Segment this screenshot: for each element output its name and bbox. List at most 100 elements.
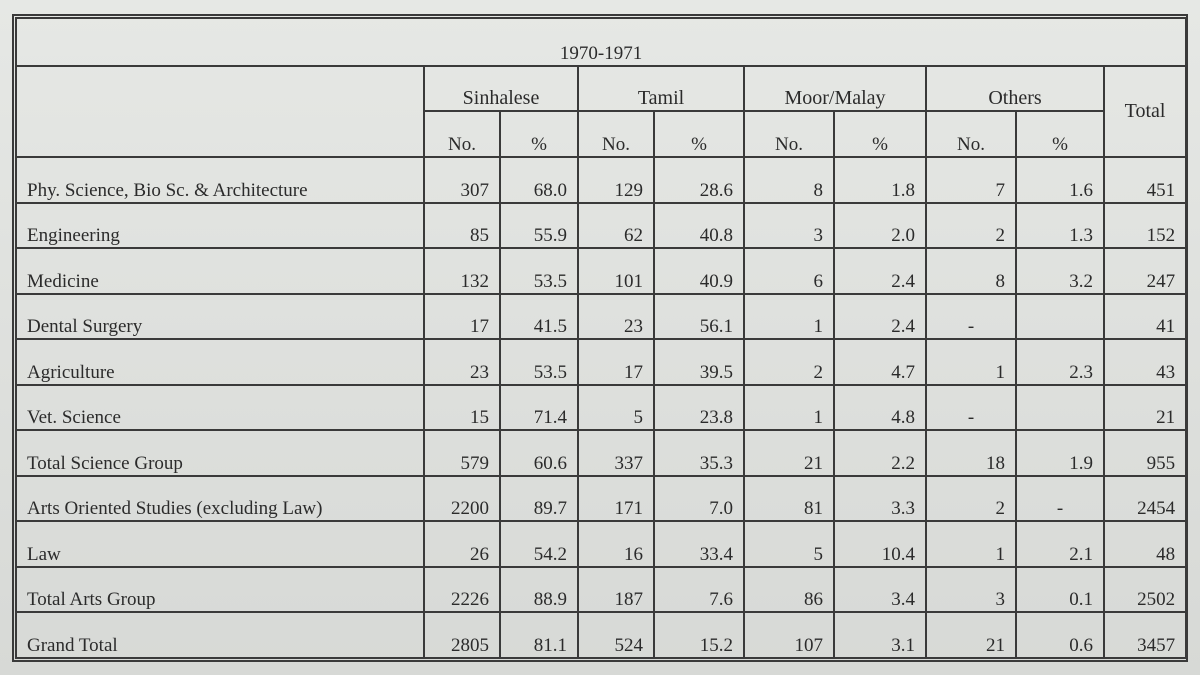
cell-tamil-percent: 35.3 (653, 429, 745, 477)
group-header-others: Others (925, 65, 1105, 112)
cell-tamil-no: 17 (577, 338, 655, 386)
cell-others-percent: 0.6 (1015, 611, 1105, 659)
group-header-moor-malay: Moor/Malay (743, 65, 927, 112)
cell-others-percent: 2.3 (1015, 338, 1105, 386)
cell-total: 955 (1102, 429, 1188, 477)
cell-tamil-percent: 28.6 (653, 156, 745, 204)
row-label: Agriculture (15, 338, 425, 386)
cell-others-no: 1 (925, 520, 1017, 568)
cell-sinhalese-percent: 55.9 (499, 201, 579, 250)
cell-sinhalese-percent: 53.5 (499, 247, 579, 295)
cell-sinhalese-no: 307 (423, 156, 501, 204)
cell-moor-malay-no: 1 (743, 383, 835, 432)
cell-tamil-percent: 40.8 (653, 201, 745, 250)
row-label: Medicine (15, 247, 425, 295)
cell-sinhalese-percent: 68.0 (499, 156, 579, 204)
cell-others-percent: 1.9 (1015, 429, 1105, 477)
table-row: Vet. Science 15 71.4 5 23.8 1 4.8- 21 (15, 383, 1188, 432)
cell-moor-malay-percent: 2.4 (833, 292, 927, 341)
cell-others-percent (1015, 383, 1105, 432)
row-label: Law (15, 520, 425, 568)
table-row: Dental Surgery 17 41.5 23 56.1 1 2.4- 41 (15, 292, 1188, 341)
cell-total: 41 (1102, 292, 1188, 341)
row-label: Total Arts Group (15, 565, 425, 614)
table-title: 1970-1971 (14, 17, 1188, 67)
cell-others-no: 1 (925, 338, 1017, 386)
cell-tamil-no: 16 (577, 520, 655, 568)
cell-tamil-no: 5 (577, 383, 655, 432)
table-body: Phy. Science, Bio Sc. & Architecture 307 6… (15, 156, 1188, 659)
sub-header-no: No. (743, 110, 835, 158)
cell-tamil-percent: 40.9 (653, 247, 745, 295)
cell-tamil-percent: 56.1 (653, 292, 745, 341)
cell-others-percent: 1.3 (1015, 201, 1105, 250)
cell-sinhalese-percent: 89.7 (499, 474, 579, 523)
cell-others-percent: - (1015, 474, 1105, 523)
cell-tamil-no: 524 (577, 611, 655, 659)
row-label: Total Science Group (15, 429, 425, 477)
table-row: Law 26 54.2 16 33.4 5 10.4 1 2.1 48 (15, 520, 1188, 568)
cell-tamil-percent: 33.4 (653, 520, 745, 568)
cell-sinhalese-percent: 60.6 (499, 429, 579, 477)
cell-sinhalese-percent: 41.5 (499, 292, 579, 341)
cell-others-no: 2 (925, 474, 1017, 523)
cell-tamil-no: 171 (577, 474, 655, 523)
cell-tamil-percent: 7.0 (653, 474, 745, 523)
cell-moor-malay-percent: 10.4 (833, 520, 927, 568)
table-row: Total Arts Group 2226 88.9 187 7.6 86 3.4 3 0.1 2… (15, 565, 1188, 614)
cell-moor-malay-no: 1 (743, 292, 835, 341)
cell-tamil-percent: 23.8 (653, 383, 745, 432)
total-header: Total (1102, 65, 1188, 158)
cell-sinhalese-no: 132 (423, 247, 501, 295)
table-row: Total Science Group 579 60.6 337 35.3 21 2.2 18… (15, 429, 1188, 477)
cell-total: 3457 (1102, 611, 1188, 659)
cell-total: 152 (1102, 201, 1188, 250)
table-row: Grand Total 2805 81.1 524 15.2 107 3.1 21 0.6 345… (15, 611, 1188, 659)
sub-header-percent: % (653, 110, 745, 158)
cell-tamil-percent: 7.6 (653, 565, 745, 614)
cell-others-no: 2 (925, 201, 1017, 250)
cell-others-percent: 1.6 (1015, 156, 1105, 204)
cell-others-no: - (925, 292, 1017, 341)
cell-moor-malay-no: 81 (743, 474, 835, 523)
cell-moor-malay-percent: 4.7 (833, 338, 927, 386)
table-row: Agriculture 23 53.5 17 39.5 2 4.7 1 2.3 43 (15, 338, 1188, 386)
row-label: Dental Surgery (15, 292, 425, 341)
cell-sinhalese-percent: 71.4 (499, 383, 579, 432)
cell-total: 48 (1102, 520, 1188, 568)
cell-sinhalese-percent: 53.5 (499, 338, 579, 386)
cell-tamil-percent: 15.2 (653, 611, 745, 659)
cell-sinhalese-percent: 81.1 (499, 611, 579, 659)
cell-moor-malay-percent: 3.3 (833, 474, 927, 523)
cell-tamil-no: 187 (577, 565, 655, 614)
cell-moor-malay-no: 6 (743, 247, 835, 295)
cell-others-no: 18 (925, 429, 1017, 477)
group-header-sinhalese: Sinhalese (423, 65, 579, 112)
outer-frame (12, 14, 1188, 662)
row-label: Engineering (15, 201, 425, 250)
cell-moor-malay-no: 86 (743, 565, 835, 614)
cell-sinhalese-no: 23 (423, 338, 501, 386)
cell-total: 451 (1102, 156, 1188, 204)
sub-header-percent: % (499, 110, 579, 158)
cell-total: 43 (1102, 338, 1188, 386)
cell-others-percent: 3.2 (1015, 247, 1105, 295)
cell-sinhalese-no: 2226 (423, 565, 501, 614)
row-label: Vet. Science (15, 383, 425, 432)
cell-moor-malay-no: 2 (743, 338, 835, 386)
sub-header-no: No. (925, 110, 1017, 158)
group-header-tamil: Tamil (577, 65, 745, 112)
table-row: Arts Oriented Studies (excluding Law) 220… (15, 474, 1188, 523)
cell-tamil-no: 101 (577, 247, 655, 295)
cell-tamil-no: 23 (577, 292, 655, 341)
cell-tamil-percent: 39.5 (653, 338, 745, 386)
cell-others-no: 7 (925, 156, 1017, 204)
cell-others-no: 3 (925, 565, 1017, 614)
sub-header-percent: % (833, 110, 927, 158)
cell-tamil-no: 62 (577, 201, 655, 250)
cell-others-no: 8 (925, 247, 1017, 295)
table-row: Phy. Science, Bio Sc. & Architecture 307 6… (15, 156, 1188, 204)
sub-header-no: No. (423, 110, 501, 158)
cell-moor-malay-percent: 3.4 (833, 565, 927, 614)
